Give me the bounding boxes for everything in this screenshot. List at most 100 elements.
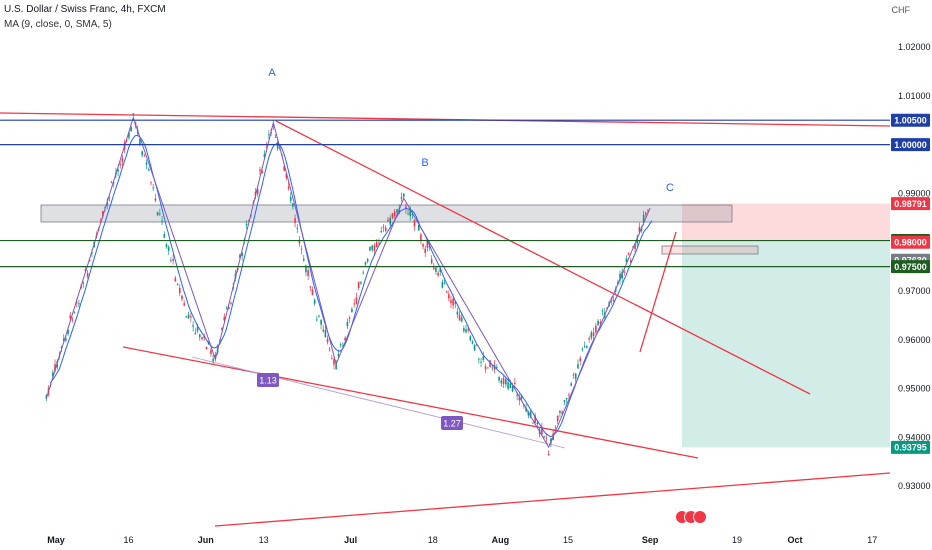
candle xyxy=(161,216,163,226)
candle xyxy=(272,120,275,131)
candle xyxy=(145,159,148,170)
candle-body xyxy=(339,344,342,346)
candle-body xyxy=(121,158,124,162)
candle-body xyxy=(407,213,409,215)
candle-body xyxy=(272,124,275,127)
candle-body xyxy=(543,436,545,438)
candle xyxy=(445,290,448,293)
candle xyxy=(532,422,534,424)
currency-label: CHF xyxy=(891,5,911,15)
candle-body xyxy=(241,252,243,256)
candle xyxy=(320,318,322,330)
candle-body xyxy=(632,246,634,248)
candle xyxy=(121,155,124,166)
candle xyxy=(318,314,320,318)
candle-body xyxy=(289,196,292,201)
candle-body xyxy=(62,338,65,342)
candle xyxy=(223,313,226,322)
x-tick-label: 18 xyxy=(428,535,438,545)
candle-body xyxy=(178,287,181,294)
price-tag-text: 0.97500 xyxy=(894,262,927,272)
candle xyxy=(556,415,559,424)
chart-title: U.S. Dollar / Swiss Franc, 4h, FXCM xyxy=(4,4,166,15)
candle-body xyxy=(612,300,615,301)
candle xyxy=(514,377,516,388)
candle xyxy=(348,315,351,323)
candle xyxy=(346,318,349,330)
candle-body xyxy=(556,415,559,422)
candle xyxy=(588,335,590,343)
candle xyxy=(592,327,595,340)
candle-body xyxy=(337,353,340,356)
candle-body xyxy=(52,372,54,377)
candle-body xyxy=(413,220,416,227)
candle-body xyxy=(143,155,146,157)
candle-body xyxy=(487,367,489,369)
candle-body xyxy=(86,273,89,277)
candle-body xyxy=(561,411,563,414)
candle xyxy=(422,242,424,250)
candle xyxy=(163,231,166,239)
candle-body xyxy=(424,248,427,253)
candle-body xyxy=(634,243,636,249)
candle xyxy=(324,326,327,338)
candle xyxy=(150,181,152,186)
candle xyxy=(183,300,185,307)
candle-body xyxy=(460,317,463,322)
candle-body xyxy=(73,312,76,314)
y-tick-label: 0.97000 xyxy=(898,286,931,296)
candle xyxy=(489,359,491,368)
candle xyxy=(328,346,331,352)
candle xyxy=(469,334,472,342)
candle-body xyxy=(65,338,67,341)
candle-body xyxy=(629,260,632,263)
candle-body xyxy=(638,226,641,232)
candle xyxy=(333,356,335,370)
stop-price-tag: 0.98791 xyxy=(891,197,930,211)
candle xyxy=(563,399,566,406)
candle xyxy=(353,298,355,308)
candle-body xyxy=(480,361,482,363)
candle xyxy=(402,193,405,198)
candle-body xyxy=(554,429,557,431)
y-tick-label: 0.96000 xyxy=(898,335,931,345)
candle xyxy=(480,357,482,368)
support-trendline xyxy=(214,472,891,527)
candle-body xyxy=(500,380,503,384)
candle-body xyxy=(309,286,312,288)
candle-body xyxy=(102,211,104,217)
candle xyxy=(570,381,572,387)
price-tag-text: 1.00000 xyxy=(894,140,927,150)
candle-body xyxy=(357,281,360,288)
price-tag: 1.00500 xyxy=(891,113,930,127)
candle xyxy=(154,193,157,203)
candle-body xyxy=(525,408,527,412)
candle-body xyxy=(373,245,376,251)
descending-trendline xyxy=(275,120,811,395)
candle xyxy=(322,325,325,333)
candle-body xyxy=(344,337,346,341)
indicator-legend[interactable]: MA (9, close, 0, SMA, 5) xyxy=(4,19,112,30)
candle xyxy=(230,301,232,306)
candle-body xyxy=(161,220,163,222)
candle xyxy=(176,283,179,286)
candle xyxy=(373,242,376,256)
candle-body xyxy=(154,198,157,201)
candle xyxy=(586,344,588,349)
x-tick-label: 19 xyxy=(732,535,742,545)
candle-body xyxy=(287,186,290,189)
candle-body xyxy=(433,267,435,270)
entry-price-tag-text: 0.98000 xyxy=(894,237,927,247)
candle-body xyxy=(502,377,505,384)
candle xyxy=(147,167,150,171)
x-tick-label: Jul xyxy=(344,535,357,545)
stop-loss-zone xyxy=(682,203,890,243)
candle-body xyxy=(529,411,532,418)
candle xyxy=(185,315,188,318)
candle-body xyxy=(256,189,259,194)
candle xyxy=(331,355,333,360)
candle xyxy=(554,425,557,431)
y-tick-label: 0.95000 xyxy=(898,384,931,394)
candle xyxy=(298,236,301,248)
